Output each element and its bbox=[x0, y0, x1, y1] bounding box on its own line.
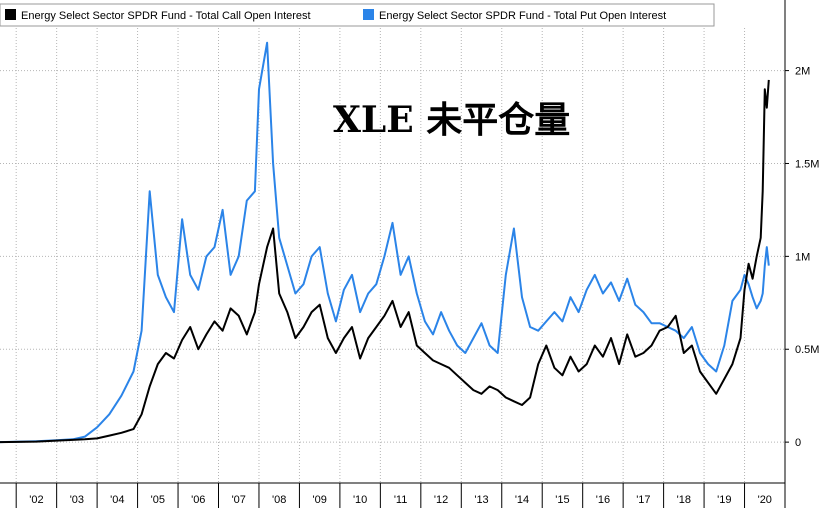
x-tick-label: '04 bbox=[110, 494, 124, 506]
axes bbox=[0, 0, 786, 508]
x-tick-label: '16 bbox=[596, 494, 610, 506]
tick-labels: 0 0.5M 1M 1.5M 2M '02 '03 '04 '05 '06 '07 '08 '09 '10… bbox=[15, 66, 819, 508]
y-tick-label: 1.5M bbox=[795, 158, 819, 170]
x-tick-label: '10 bbox=[353, 494, 367, 506]
x-tick-label: '20 bbox=[758, 494, 772, 506]
x-tick-label: '12 bbox=[434, 494, 448, 506]
x-tick-label: '11 bbox=[394, 494, 408, 506]
x-tick-label: '06 bbox=[191, 494, 205, 506]
y-tick-label: 0.5M bbox=[795, 344, 819, 356]
legend: Energy Select Sector SPDR Fund - Total C… bbox=[0, 3, 715, 27]
grid bbox=[0, 28, 785, 483]
x-tick-label: '07 bbox=[232, 494, 246, 506]
x-tick-label: '19 bbox=[717, 494, 731, 506]
legend-swatch-put bbox=[363, 9, 374, 20]
x-tick-label: '13 bbox=[474, 494, 488, 506]
legend-label-put: Energy Select Sector SPDR Fund - Total P… bbox=[379, 10, 666, 22]
legend-label-call: Energy Select Sector SPDR Fund - Total C… bbox=[21, 10, 311, 22]
x-tick-label: '15 bbox=[555, 494, 569, 506]
x-tick-label: '02 bbox=[29, 494, 43, 506]
chart-title: XLE 未平仓量 bbox=[333, 99, 570, 141]
y-tick-label: 1M bbox=[795, 251, 810, 263]
y-tick-label: 2M bbox=[795, 66, 810, 78]
legend-box bbox=[0, 3, 715, 27]
x-tick-label: '08 bbox=[272, 494, 286, 506]
x-tick-label: '05 bbox=[151, 494, 165, 506]
series-line-call bbox=[0, 79, 770, 444]
x-tick-label: '03 bbox=[70, 494, 84, 506]
x-tick-label: '14 bbox=[515, 494, 529, 506]
series-line-put bbox=[0, 41, 770, 444]
y-tick-label: 0 bbox=[795, 437, 801, 449]
legend-swatch-call bbox=[5, 9, 16, 20]
x-tick-label: '18 bbox=[677, 494, 691, 506]
x-tick-label: '17 bbox=[636, 494, 650, 506]
series-layer bbox=[0, 41, 770, 444]
x-tick-label: '09 bbox=[312, 494, 326, 506]
